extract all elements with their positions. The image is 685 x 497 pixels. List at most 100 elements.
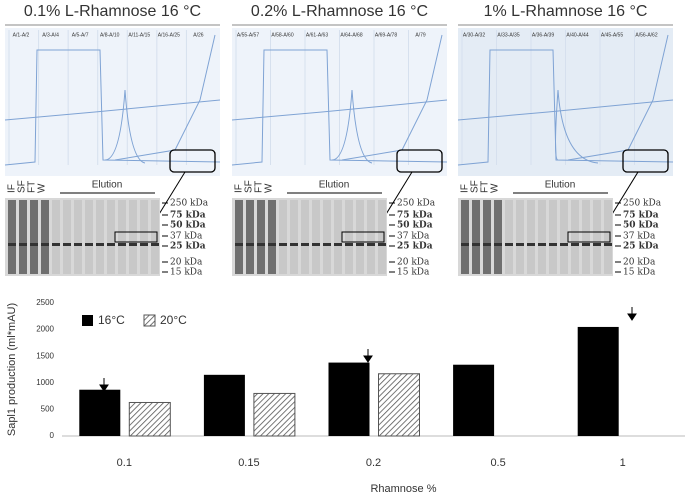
gel-lane <box>8 200 16 274</box>
gel-lane <box>257 200 265 274</box>
highlight-box <box>396 149 443 173</box>
marker-label: 50 kDa <box>623 221 659 231</box>
gel-band <box>367 243 375 246</box>
marker-label: 250 kDa <box>170 199 209 209</box>
trace <box>114 34 216 161</box>
highlight-box <box>622 149 669 173</box>
gel-band <box>85 243 93 246</box>
gel-band <box>378 243 386 246</box>
gel-lane <box>461 200 469 274</box>
bar <box>453 364 495 436</box>
gel-band <box>483 243 491 246</box>
trace <box>555 89 599 164</box>
lane-label: IF <box>234 184 245 193</box>
fraction-label: A/79 <box>415 32 426 38</box>
gel-lane <box>582 200 590 274</box>
x-tick-label: 0.5 <box>490 457 505 469</box>
trace <box>4 99 221 121</box>
gel-band <box>538 243 546 246</box>
gel-box <box>341 231 385 243</box>
legend-swatch <box>143 314 156 327</box>
gel-band <box>301 243 309 246</box>
y-tick-label: 0 <box>50 431 55 440</box>
gel-band <box>268 243 276 246</box>
gel-band <box>279 243 287 246</box>
marker-label: 250 kDa <box>397 199 436 209</box>
chromatogram <box>5 28 220 176</box>
marker-label: 20 kDa <box>170 258 203 268</box>
fraction-label: A/3-A/4 <box>42 32 59 38</box>
gel-band <box>356 243 364 246</box>
marker-label: 250 kDa <box>623 199 662 209</box>
fraction-label: A/16-A/25 <box>158 32 180 38</box>
gel-lane <box>323 200 331 274</box>
lane-label: FT <box>254 181 265 193</box>
gel-lane <box>63 200 71 274</box>
gel-lane <box>290 200 298 274</box>
gel-box <box>567 231 611 243</box>
trace <box>231 99 448 121</box>
fraction-label: A/64-A/68 <box>340 32 362 38</box>
highlight-box <box>169 149 216 173</box>
gel-band <box>593 243 601 246</box>
gel-band <box>96 243 104 246</box>
marker-label: 37 kDa <box>623 232 656 242</box>
gel-band <box>582 243 590 246</box>
gel-band <box>494 243 502 246</box>
fraction-label: A/5-A/7 <box>72 32 89 38</box>
panel-title: 0.1% L-Rhamnose 16 °C <box>24 3 201 20</box>
gel-lane <box>52 200 60 274</box>
gel-lane <box>571 200 579 274</box>
fraction-label: A/26 <box>193 32 204 38</box>
gel-band <box>63 243 71 246</box>
trace <box>4 49 221 166</box>
lane-label: IF <box>460 184 471 193</box>
gel-band <box>323 243 331 246</box>
gel-lane <box>129 200 137 274</box>
marker-label: 15 kDa <box>397 268 430 278</box>
gel-lane <box>19 200 27 274</box>
gel-band <box>345 243 353 246</box>
x-tick-label: 0.15 <box>238 457 259 469</box>
fraction-label: A/33-A/35 <box>497 32 519 38</box>
gel-lane <box>345 200 353 274</box>
bar <box>577 326 619 436</box>
y-axis-title: Sapl1 production (ml*mAU) <box>6 303 18 436</box>
trace <box>457 99 674 121</box>
gel-band <box>151 243 159 246</box>
legend-label: 20°C <box>160 313 187 327</box>
gel-lane <box>30 200 38 274</box>
gel-band <box>516 243 524 246</box>
lane-label: SF <box>244 180 255 193</box>
gel-lane <box>367 200 375 274</box>
gel-lane <box>505 200 513 274</box>
gel-band <box>312 243 320 246</box>
gel-band <box>604 243 612 246</box>
fraction-label: A/69-A/78 <box>375 32 397 38</box>
gel-lane <box>538 200 546 274</box>
lane-label: IF <box>7 184 18 193</box>
trace <box>104 89 146 164</box>
elution-label: Elution <box>319 180 350 191</box>
fraction-label: A/61-A/63 <box>306 32 328 38</box>
gel-lane <box>235 200 243 274</box>
trace <box>567 34 669 161</box>
gel-lane <box>356 200 364 274</box>
gel-lane <box>593 200 601 274</box>
gel-lane <box>560 200 568 274</box>
gel-band <box>334 243 342 246</box>
lane-label: FT <box>27 181 38 193</box>
x-tick-label: 0.1 <box>117 457 132 469</box>
marker-label: 25 kDa <box>623 242 659 252</box>
lane-label: W <box>37 183 48 193</box>
gel-lane <box>472 200 480 274</box>
gel-lane <box>96 200 104 274</box>
elution-label: Elution <box>92 180 123 191</box>
gel-band <box>118 243 126 246</box>
gel-band <box>129 243 137 246</box>
gel-lane <box>118 200 126 274</box>
marker-label: 50 kDa <box>397 221 433 231</box>
gel-lane <box>107 200 115 274</box>
fraction-label: A/45-A/55 <box>601 32 623 38</box>
gel-band <box>560 243 568 246</box>
